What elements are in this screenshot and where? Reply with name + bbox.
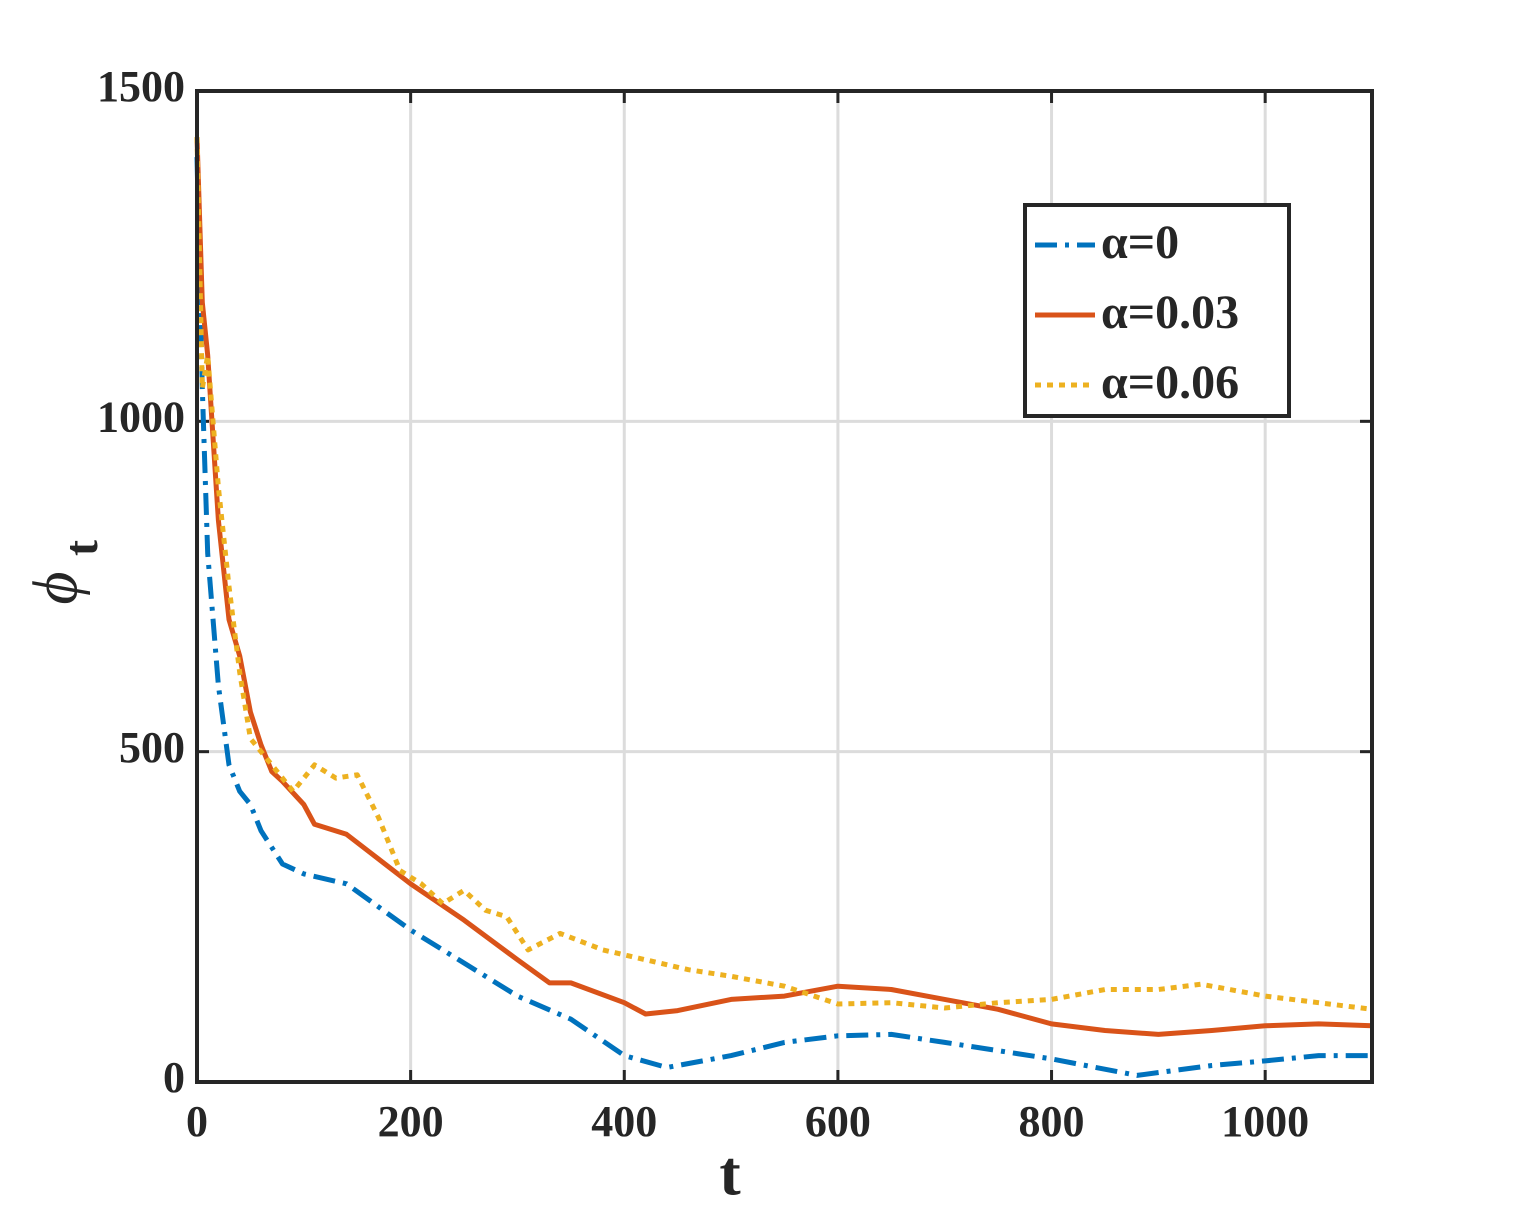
legend-label: α=0.06 xyxy=(1101,356,1239,409)
x-tick-label: 200 xyxy=(378,1097,444,1146)
y-tick-label: 1500 xyxy=(97,62,185,111)
y-tick-label: 0 xyxy=(163,1053,185,1102)
legend-box xyxy=(1023,203,1291,418)
plot-frame xyxy=(195,89,1374,1084)
y-axis-subscript: t xyxy=(55,540,108,556)
y-axis-label: ϕ t xyxy=(20,540,108,605)
series-line xyxy=(194,137,1373,1037)
legend-label: α=0 xyxy=(1101,216,1179,269)
x-tick-label: 400 xyxy=(591,1097,657,1146)
x-tick-label: 1000 xyxy=(1221,1097,1309,1146)
series-line xyxy=(194,157,1372,1078)
x-axis-label: t xyxy=(719,1138,741,1209)
y-tick-label: 1000 xyxy=(97,392,185,441)
x-tick-label: 0 xyxy=(186,1097,208,1146)
series-line xyxy=(194,137,1373,1012)
x-tick-label: 600 xyxy=(805,1097,871,1146)
legend-label: α=0.03 xyxy=(1101,286,1239,339)
x-tick-label: 800 xyxy=(1019,1097,1085,1146)
y-axis-symbol: ϕ xyxy=(20,571,91,604)
y-tick-label: 500 xyxy=(119,723,185,772)
